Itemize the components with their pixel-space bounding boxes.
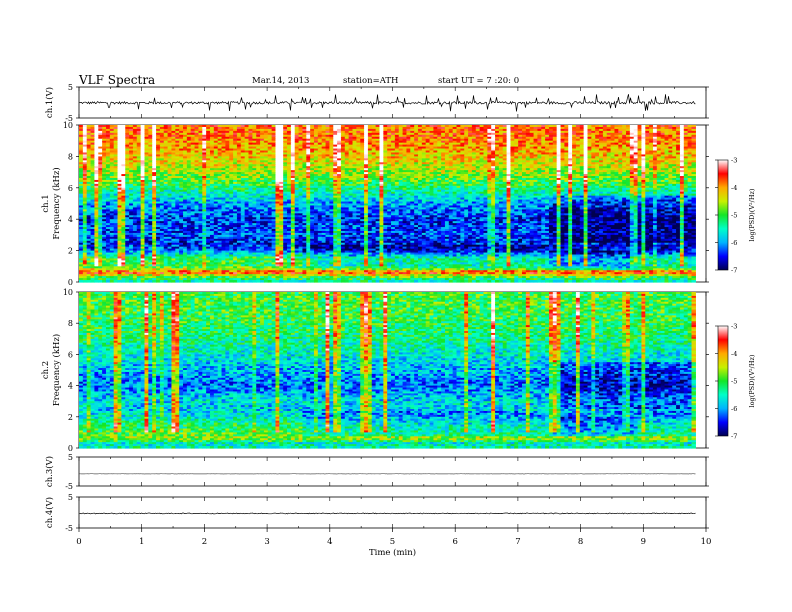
y-tick-label: 10 <box>63 121 73 130</box>
heatmap-ch1_spectrogram <box>79 125 696 283</box>
y-tick-label: 0 <box>68 278 73 287</box>
channel-label: ch.1 <box>41 194 51 212</box>
y-tick-label: 6 <box>68 184 73 193</box>
waveform-ch1_waveform <box>80 94 696 111</box>
y-tick-label: 5 <box>68 83 73 92</box>
y-tick-label: 4 <box>68 215 73 224</box>
y-tick-label: 8 <box>68 152 73 161</box>
y-axis-label: ch.1(V) <box>44 87 55 118</box>
y-axis-label: Frequency (kHz) <box>51 167 62 239</box>
vlf-spectra-figure: 5-5ch.1(V)0246810ch.1 Frequency (kHz)-3-4… <box>0 0 792 612</box>
y-tick-label: 2 <box>68 247 73 256</box>
